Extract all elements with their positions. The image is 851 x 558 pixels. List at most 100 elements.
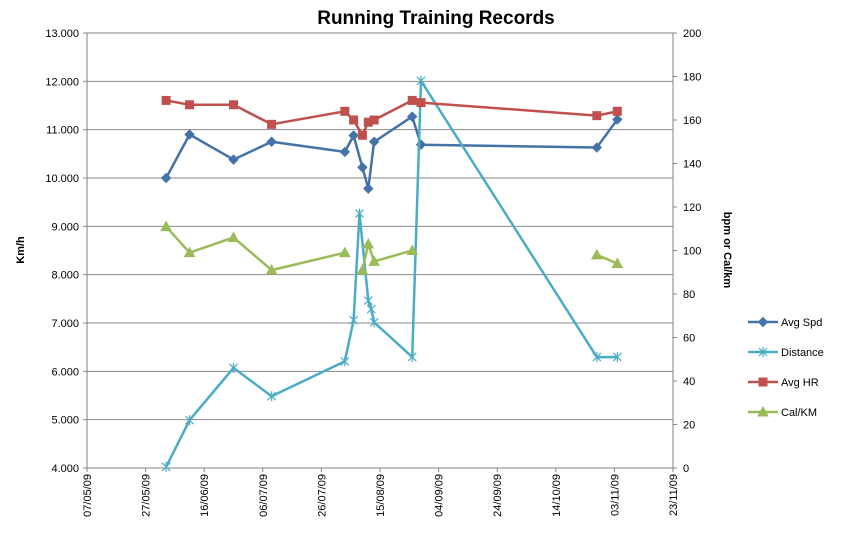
legend-item-cal-km: Cal/KM xyxy=(748,405,817,419)
right-tick-label: 160 xyxy=(683,115,701,127)
series-cal-km xyxy=(160,220,624,275)
right-tick-label: 20 xyxy=(683,420,695,432)
x-tick-label: 15/08/09 xyxy=(375,474,387,517)
data-point-avg-spd xyxy=(339,146,351,158)
chart-title: Running Training Records xyxy=(317,8,555,29)
x-tick-label: 26/07/09 xyxy=(316,474,328,517)
data-point-distance xyxy=(355,208,364,219)
data-point-avg-hr xyxy=(592,111,602,121)
data-point-avg-hr xyxy=(229,100,238,110)
x-tick-label: 03/11/09 xyxy=(609,474,621,516)
x-tick-label: 07/05/09 xyxy=(82,474,94,517)
legend: Avg Spd Distance Avg HR Cal/KM xyxy=(748,316,824,419)
data-point-cal-km xyxy=(160,220,172,232)
data-point-distance xyxy=(366,304,376,315)
data-point-distance xyxy=(612,352,622,363)
right-tick-label: 80 xyxy=(683,289,695,301)
right-tick-label: 0 xyxy=(683,463,689,475)
series-layer xyxy=(160,75,624,472)
x-tick-label: 06/07/09 xyxy=(258,474,270,517)
data-point-avg-spd xyxy=(591,142,603,153)
data-point-distance xyxy=(340,356,350,367)
legend-item-distance: Distance xyxy=(748,347,824,359)
data-point-cal-km xyxy=(227,231,240,242)
right-tick-label: 140 xyxy=(683,159,701,171)
data-point-avg-hr xyxy=(185,100,195,110)
data-point-cal-km xyxy=(356,264,369,275)
x-tick-label: 04/09/09 xyxy=(434,474,446,517)
data-point-avg-hr xyxy=(340,106,350,116)
right-tick-label: 120 xyxy=(683,202,701,214)
right-axis-title: bpm or Cal/km xyxy=(721,212,733,289)
left-tick-label: 10.000 xyxy=(45,173,79,185)
data-point-distance xyxy=(363,295,373,306)
left-tick-label: 13.000 xyxy=(45,28,79,40)
legend-marker xyxy=(757,405,769,417)
x-tick-label: 27/05/09 xyxy=(141,474,153,517)
data-point-avg-spd xyxy=(357,162,368,173)
data-point-avg-spd xyxy=(160,172,172,184)
data-point-avg-hr xyxy=(357,130,367,140)
right-tick-label: 60 xyxy=(683,333,695,345)
legend-marker xyxy=(757,316,769,328)
x-tick-label: 24/09/09 xyxy=(492,474,504,517)
left-tick-label: 9.000 xyxy=(51,221,79,233)
data-point-avg-spd xyxy=(266,136,277,147)
data-point-cal-km xyxy=(265,264,278,275)
data-point-distance xyxy=(349,315,359,326)
data-point-avg-spd xyxy=(363,183,374,194)
legend-label: Avg HR xyxy=(781,377,819,389)
data-point-avg-spd xyxy=(184,129,195,140)
left-axis-ticks: 4.000 5.000 6.000 7.000 8.000 9.000 10.000 11.0… xyxy=(45,28,87,475)
series-line-distance xyxy=(164,79,618,468)
right-tick-label: 200 xyxy=(683,28,701,40)
legend-label: Avg Spd xyxy=(781,317,822,329)
data-point-avg-spd xyxy=(228,154,239,165)
data-point-cal-km xyxy=(406,244,419,255)
left-tick-label: 7.000 xyxy=(51,318,79,330)
x-tick-label: 14/10/09 xyxy=(551,474,563,517)
data-point-distance xyxy=(229,362,238,373)
data-point-avg-hr xyxy=(407,95,417,105)
legend-marker xyxy=(758,347,768,357)
data-point-avg-spd xyxy=(407,111,418,122)
legend-label: Cal/KM xyxy=(781,407,817,419)
data-point-cal-km xyxy=(611,257,624,269)
legend-label: Distance xyxy=(781,347,824,359)
left-tick-label: 5.000 xyxy=(51,415,79,427)
data-point-cal-km xyxy=(362,237,375,249)
data-point-distance xyxy=(369,317,379,328)
data-point-cal-km xyxy=(590,248,603,260)
series-line-cal-km xyxy=(361,242,413,271)
legend-marker xyxy=(758,377,768,387)
data-point-distance xyxy=(407,352,417,363)
data-point-cal-km xyxy=(338,246,351,258)
left-tick-label: 11.000 xyxy=(46,125,79,137)
left-tick-label: 12.000 xyxy=(45,76,79,88)
data-point-avg-spd xyxy=(612,114,623,125)
series-distance xyxy=(161,75,622,472)
data-point-avg-hr xyxy=(267,119,277,129)
left-tick-label: 8.000 xyxy=(51,270,79,282)
x-axis-ticks: 07/05/09 27/05/09 16/06/09 06/07/09 26/07/09… xyxy=(82,468,680,517)
data-point-distance xyxy=(416,75,426,86)
left-axis-title: Km/h xyxy=(15,236,27,264)
right-tick-label: 180 xyxy=(683,72,701,84)
data-point-avg-hr xyxy=(416,98,426,108)
data-point-avg-hr xyxy=(161,95,171,105)
left-tick-label: 4.000 xyxy=(51,463,79,475)
data-point-distance xyxy=(592,352,602,363)
left-tick-label: 6.000 xyxy=(51,366,79,378)
right-tick-label: 100 xyxy=(683,246,701,258)
data-point-avg-hr xyxy=(612,106,622,116)
right-axis-ticks: 0 20 40 60 80 100 120 140 160 180 200 xyxy=(673,28,701,475)
series-avg-hr xyxy=(161,95,622,140)
data-point-distance xyxy=(161,461,171,472)
legend-item-avg-hr: Avg HR xyxy=(748,377,819,389)
data-point-avg-spd xyxy=(348,130,359,141)
x-tick-label: 16/06/09 xyxy=(199,474,211,517)
x-tick-label: 23/11/09 xyxy=(668,474,680,516)
data-point-cal-km xyxy=(368,255,380,266)
